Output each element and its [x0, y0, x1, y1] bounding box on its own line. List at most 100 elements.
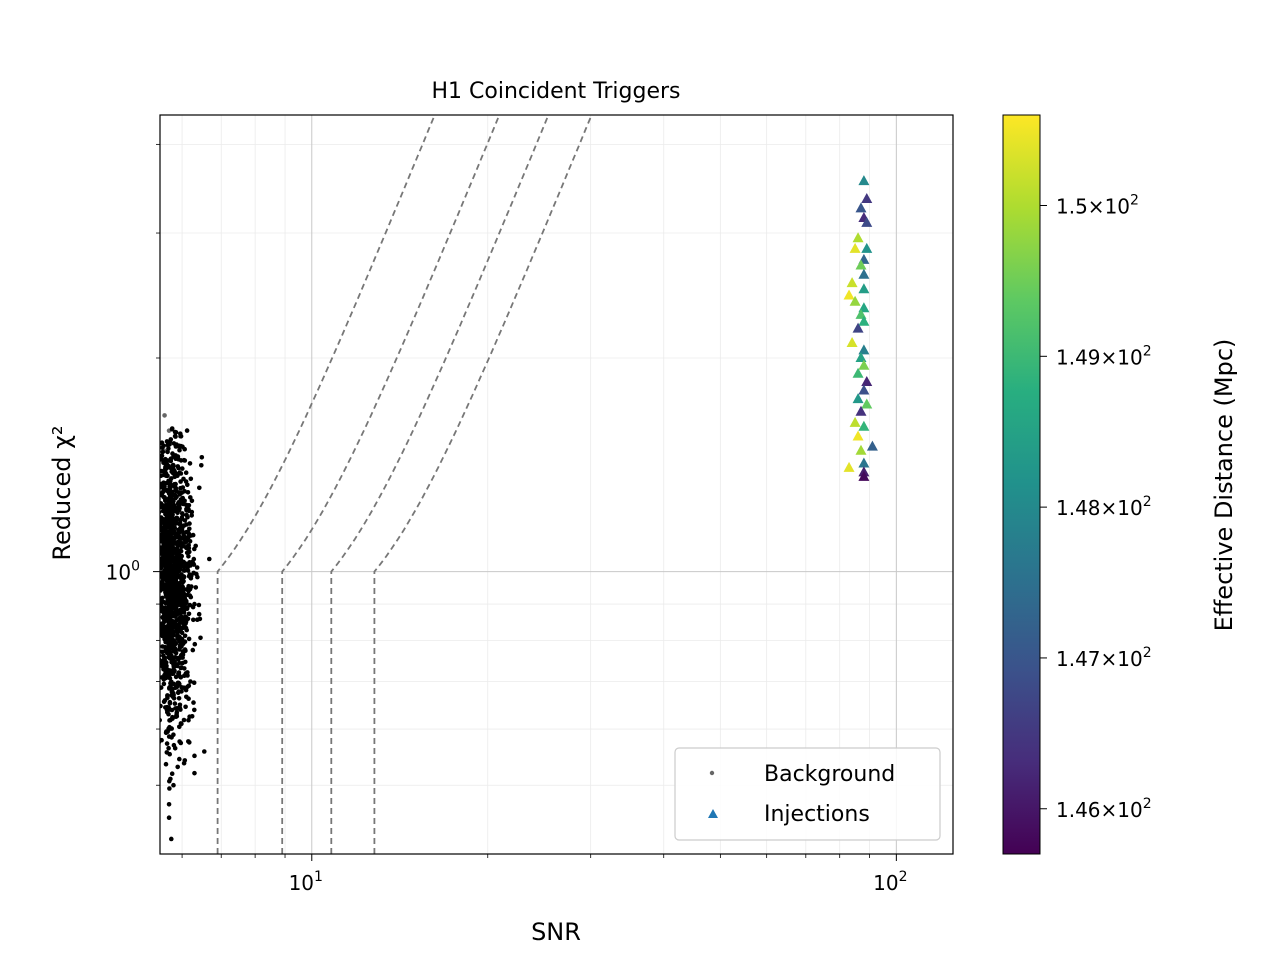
legend-background-label: Background: [764, 762, 895, 787]
colorbar-tick-label: 1.47×102: [1056, 645, 1152, 671]
legend-injections-marker: [708, 809, 718, 818]
injection-point: [849, 295, 861, 306]
background-point: [177, 596, 183, 601]
background-point: [163, 588, 169, 594]
injection-point: [858, 359, 870, 370]
background-point: [189, 513, 194, 518]
injection-point: [858, 470, 870, 481]
background-point: [178, 721, 184, 726]
background-point: [171, 681, 177, 687]
background-point: [176, 696, 182, 701]
background-point: [177, 492, 183, 497]
background-point: [163, 660, 168, 666]
injection-point: [858, 344, 870, 355]
background-point: [177, 756, 182, 762]
background-point: [175, 464, 181, 469]
background-point: [164, 628, 169, 634]
background-point: [179, 574, 184, 580]
background-point: [176, 635, 181, 640]
background-point: [166, 578, 172, 583]
background-point: [160, 518, 166, 523]
injection-point: [861, 376, 873, 387]
background-point: [181, 568, 187, 573]
background-point: [174, 552, 180, 558]
background-point: [160, 449, 166, 455]
background-point: [192, 546, 197, 552]
background-point: [178, 655, 183, 660]
background-point: [165, 442, 171, 448]
threshold-curve: [330, 115, 550, 854]
background-point: [165, 514, 170, 519]
background-point: [188, 679, 193, 684]
background-point: [191, 700, 196, 705]
background-point: [170, 671, 176, 676]
background-point: [191, 617, 196, 623]
background-point: [178, 548, 183, 553]
background-point: [167, 614, 172, 619]
background-point: [160, 664, 165, 669]
background-point: [183, 470, 189, 476]
background-point: [163, 639, 168, 645]
background-point: [195, 574, 200, 580]
background-point: [173, 622, 179, 627]
background-point: [196, 611, 202, 617]
background-point: [164, 569, 170, 575]
background-point: [180, 466, 185, 471]
background-point: [181, 760, 187, 766]
background-point: [165, 709, 170, 715]
background-point: [164, 462, 169, 468]
background-point: [167, 642, 173, 647]
background-point: [185, 490, 191, 495]
background-point: [187, 740, 192, 745]
injection-point: [858, 420, 870, 431]
background-point: [188, 476, 194, 482]
background-point: [161, 677, 167, 682]
background-point: [165, 473, 170, 479]
injection-point: [849, 416, 861, 427]
background-point: [167, 528, 173, 533]
background-point: [173, 579, 179, 584]
injection-point: [855, 405, 867, 416]
background-point: [190, 604, 196, 610]
background-point: [160, 595, 165, 601]
background-point: [175, 617, 181, 622]
injection-point: [846, 336, 858, 347]
background-point: [185, 592, 190, 598]
background-point: [168, 776, 173, 782]
background-point: [165, 582, 170, 587]
background-point: [171, 558, 176, 564]
background-point: [161, 616, 167, 621]
background-point: [182, 536, 187, 542]
background-point: [167, 701, 173, 706]
injection-point: [855, 351, 867, 362]
background-point: [160, 660, 163, 666]
threshold-curve: [373, 115, 593, 854]
injection-point: [858, 384, 870, 395]
background-point: [187, 586, 193, 591]
plot-background: [160, 115, 953, 854]
background-point: [160, 501, 164, 506]
background-point: [186, 543, 191, 548]
background-point: [160, 509, 162, 515]
background-point: [177, 739, 182, 744]
background-point: [173, 430, 179, 435]
colorbar-ticks: 1.46×102 1.47×102 1.48×102 1.49×102 1.5×102: [1040, 192, 1152, 822]
background-point: [168, 836, 174, 842]
legend: Background Injections: [674, 747, 941, 841]
background-point: [174, 712, 179, 717]
background-point: [191, 561, 196, 566]
background-point: [189, 714, 195, 719]
background-point: [186, 554, 191, 559]
background-point: [160, 737, 164, 743]
background-point: [168, 521, 173, 526]
background-point: [175, 532, 180, 537]
threshold-curve: [281, 115, 501, 854]
background-point: [183, 479, 189, 484]
background-point: [177, 470, 182, 475]
background-point: [160, 624, 165, 629]
injection-point: [858, 283, 870, 294]
background-point: [169, 593, 175, 598]
colorbar-tick-label: 1.5×102: [1056, 192, 1139, 218]
background-point: [161, 599, 166, 605]
